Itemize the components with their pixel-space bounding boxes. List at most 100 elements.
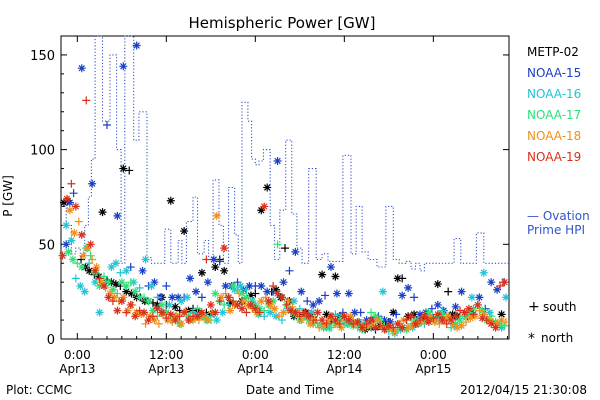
data-point [110,293,119,302]
data-point [303,297,312,306]
data-point [390,327,399,336]
data-point [389,308,398,317]
data-point [79,251,88,260]
data-point [502,293,511,302]
data-point [356,308,365,317]
data-point [119,62,128,71]
data-point [286,306,295,315]
data-point [257,206,266,215]
data-point [193,312,202,321]
marker-legend-south-symbol: + [528,299,540,315]
data-point [273,289,282,298]
data-point [297,287,306,296]
data-point [70,228,79,237]
data-point [260,202,269,211]
y-axis-label: P [GW] [1,175,15,217]
data-point [429,314,438,323]
data-point [206,300,215,309]
data-point [180,227,189,236]
data-point [165,300,174,309]
data-point [433,300,442,309]
data-point [384,321,393,330]
legend: METP-02 NOAA-15 NOAA-16 NOAA-17 NOAA-18 NOAA-… [527,45,581,164]
data-point [162,314,171,323]
data-point [197,308,206,317]
data-point [371,323,380,332]
data-point [453,323,462,332]
data-point [448,310,457,319]
data-point [404,323,413,332]
data-point [438,316,447,325]
data-point [313,308,322,317]
data-point [464,304,473,313]
data-point [153,304,162,313]
data-point [108,297,117,306]
data-point [266,300,275,309]
data-point [273,240,282,249]
data-point [264,297,273,306]
data-point [335,319,344,328]
data-point [344,316,353,325]
data-point [221,281,230,290]
data-point [457,287,466,296]
data-point [255,308,264,317]
data-point [116,268,125,277]
data-point [309,300,318,309]
data-point [497,316,506,325]
data-point [457,321,466,330]
data-point [378,287,387,296]
data-point [193,304,202,313]
data-point [82,96,91,105]
data-point [270,304,279,313]
data-point [104,293,113,302]
data-point [306,319,315,328]
data-point [497,310,506,319]
data-point [157,308,166,317]
data-point [144,316,153,325]
data-point [469,310,478,319]
data-point [245,281,254,290]
data-point [260,306,269,315]
data-point [94,272,103,281]
x-tick-date: Apr13 [59,362,95,376]
footer-timestamp: 2012/04/15 21:30:08 [460,383,587,397]
data-point [85,266,94,275]
marker-legend: + south * north [528,299,577,347]
data-point [291,247,300,256]
data-point [175,312,184,321]
data-point [279,308,288,317]
data-point [433,280,442,289]
data-point [246,300,255,309]
data-point [104,278,113,287]
data-point [202,255,211,264]
data-point [491,323,500,332]
data-point [251,289,260,298]
y-tick-label: 0 [47,333,55,348]
footer-plot-credit: Plot: CCMC [6,383,72,397]
data-point [76,281,85,290]
data-point [117,297,126,306]
data-point [358,323,367,332]
x-tick-date: Apr13 [148,362,184,376]
data-point [337,323,346,332]
data-point [326,263,335,272]
data-point [246,291,255,300]
chart-title: Hemispheric Power [GW] [189,14,376,32]
data-point [74,217,83,226]
data-point [479,310,488,319]
ovation-legend: — Ovation Prime HPI [527,209,590,237]
data-point [135,293,144,302]
data-point [322,310,331,319]
data-point [180,308,189,317]
data-point [479,268,488,277]
legend-entry: METP-02 [527,45,579,59]
data-point [380,316,389,325]
data-point [398,291,407,300]
data-point [353,317,362,326]
legend-entry: NOAA-19 [527,150,581,164]
data-point [215,297,224,306]
data-point [398,274,407,283]
data-point [496,281,505,290]
x-tick-date: Apr14 [326,362,362,376]
